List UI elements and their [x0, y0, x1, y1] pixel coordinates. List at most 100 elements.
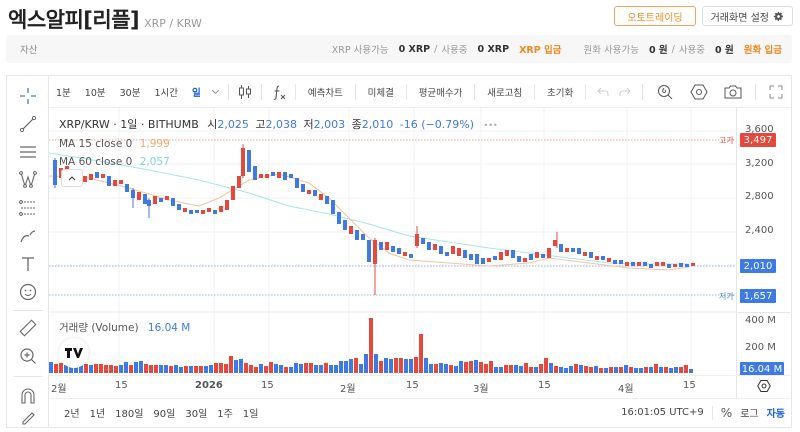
- high-marker-label: 고가: [719, 136, 734, 145]
- pattern-tool[interactable]: [16, 168, 40, 192]
- reset-button[interactable]: 초기화: [546, 87, 574, 99]
- axis-settings-button[interactable]: [736, 375, 791, 395]
- percent-toggle[interactable]: %: [720, 405, 733, 420]
- log-toggle[interactable]: 로그: [740, 409, 759, 420]
- interval-dropdown[interactable]: [208, 76, 223, 108]
- magnifier-flame-icon: [658, 84, 673, 99]
- range-180d[interactable]: 180일: [115, 409, 144, 420]
- fullscreen-button[interactable]: [761, 76, 791, 108]
- smiley-icon: [19, 283, 37, 301]
- drawing-toolbar: [7, 76, 49, 427]
- range-90d[interactable]: 90일: [153, 409, 176, 420]
- low-value: 2,003: [313, 118, 346, 131]
- crosshair-tool[interactable]: [16, 84, 40, 108]
- volume-legend: 거래량 (Volume) 16.04 M: [59, 320, 190, 335]
- avg-buy-price-button[interactable]: 평균매수가: [418, 87, 463, 99]
- interval-day[interactable]: 일: [192, 87, 201, 99]
- symbol-label: XRP/KRW · 1일 · BITHUMB: [59, 118, 199, 131]
- volume-label: 거래량 (Volume): [59, 322, 139, 334]
- brush-tool[interactable]: [16, 224, 40, 248]
- camera-icon: [724, 85, 742, 98]
- zoom-tool[interactable]: [16, 344, 40, 368]
- parallel-lines-tool[interactable]: [16, 140, 40, 164]
- ruler-icon: [19, 319, 37, 337]
- krw-available-label: 원화 사용가능: [583, 45, 639, 56]
- volume-bars: [49, 318, 693, 373]
- auto-trading-button[interactable]: 오토트레이딩: [614, 6, 696, 26]
- chart-toolbar: 1분 10분 30분 1시간 일 예측차트 미체결 평균매수가 새로고침 초기화: [49, 76, 791, 108]
- screenshot-button[interactable]: [716, 76, 750, 108]
- text-tool[interactable]: [16, 252, 40, 276]
- analysis-button[interactable]: [648, 76, 682, 108]
- ma60-line: [49, 152, 689, 265]
- tradingview-logo[interactable]: [59, 338, 89, 368]
- bottom-divider: [711, 405, 713, 420]
- krw-available-value: 0 원: [648, 45, 668, 56]
- xrp-deposit-link[interactable]: XRP 입금: [519, 45, 562, 56]
- interval-10m[interactable]: 10분: [84, 87, 106, 99]
- range-1w[interactable]: 1주: [217, 409, 233, 420]
- price-tick: 2,800: [745, 191, 774, 202]
- refresh-button[interactable]: 새로고침: [487, 87, 523, 99]
- undo-button[interactable]: [591, 76, 614, 108]
- trendline-tool[interactable]: [16, 112, 40, 136]
- horizontal-lines-icon: [20, 146, 36, 158]
- redo-button[interactable]: [614, 76, 637, 108]
- price-chart[interactable]: [49, 108, 736, 375]
- trade-settings-button[interactable]: 거래화면 설정: [701, 6, 793, 26]
- interval-1m[interactable]: 1분: [56, 87, 71, 99]
- price-tick: 3,200: [745, 158, 774, 169]
- ruler-tool[interactable]: [16, 316, 40, 340]
- magnet-tool[interactable]: [16, 384, 40, 408]
- range-bar: 2년 1년 180일 90일 30일 1주 1일 16:01:05 UTC+9 …: [49, 398, 791, 426]
- slash: /: [671, 43, 675, 55]
- interval-30m[interactable]: 30분: [119, 87, 141, 99]
- emoji-tool[interactable]: [16, 280, 40, 304]
- high-price-tag: 3,497: [740, 133, 776, 147]
- time-axis[interactable]: 2월 15 2026 15 2월 15 3월 15 4월 15: [49, 375, 736, 395]
- forecast-chart-button[interactable]: 예측차트: [307, 87, 343, 99]
- header-actions: 오토트레이딩 거래화면 설정: [614, 6, 793, 26]
- asset-bar: 자산 XRP 사용가능 0 XRP / 사용중 0 XRP XRP 입금 원화 …: [6, 35, 792, 63]
- collapse-legend-button[interactable]: [61, 169, 83, 187]
- range-30d[interactable]: 30일: [185, 409, 208, 420]
- clock[interactable]: 16:01:05 UTC+9: [621, 407, 704, 418]
- toolbar-divider: [534, 83, 535, 100]
- ohlc-legend: XRP/KRW · 1일 · BITHUMB 시2,025 고2,038 저2,…: [59, 116, 498, 132]
- indicators-button[interactable]: [267, 76, 290, 108]
- ma15-line: [49, 173, 690, 271]
- low-price-tag: 1,657: [740, 289, 776, 303]
- chevron-down-icon: [211, 89, 219, 94]
- range-1d[interactable]: 1일: [242, 409, 259, 420]
- krw-deposit-link[interactable]: 원화 입금: [743, 45, 782, 56]
- trendline-icon: [19, 115, 37, 133]
- chevron-up-icon: [68, 175, 76, 180]
- time-tick: 2월: [51, 384, 67, 395]
- ma15-value: 1,999: [139, 138, 170, 150]
- pencil-tool[interactable]: [16, 408, 40, 426]
- tool-divider: [13, 310, 43, 311]
- range-2y[interactable]: 2년: [64, 409, 80, 420]
- interval-1h[interactable]: 1시간: [154, 87, 179, 99]
- close-value: 2,010: [361, 118, 394, 131]
- chart-type-button[interactable]: [233, 76, 256, 108]
- toolbar-divider: [474, 83, 476, 100]
- chart-settings-button[interactable]: [682, 76, 716, 108]
- slash: /: [434, 43, 438, 55]
- fib-tool[interactable]: [16, 196, 40, 220]
- redo-icon: [619, 87, 632, 96]
- auto-scale-toggle[interactable]: 자동: [766, 409, 785, 420]
- pair-label: XRP / KRW: [144, 17, 202, 30]
- zoom-in-icon: [20, 348, 36, 364]
- open-orders-button[interactable]: 미체결: [367, 87, 394, 99]
- fibonacci-icon: [19, 200, 35, 216]
- candlestick-icon: [238, 84, 251, 99]
- xrp-available-value: 0 XRP: [398, 43, 431, 55]
- more-options-button[interactable]: •••: [483, 121, 498, 130]
- page-title: 엑스알피[리플]: [8, 8, 140, 32]
- price-axis[interactable]: 3,600 3,497 3,200 2,800 2,400 2,010 1,65…: [736, 108, 792, 398]
- range-1y[interactable]: 1년: [89, 409, 106, 420]
- open-label: 시: [207, 118, 218, 131]
- time-tick: 15: [538, 380, 551, 391]
- asset-label: 자산: [20, 45, 38, 56]
